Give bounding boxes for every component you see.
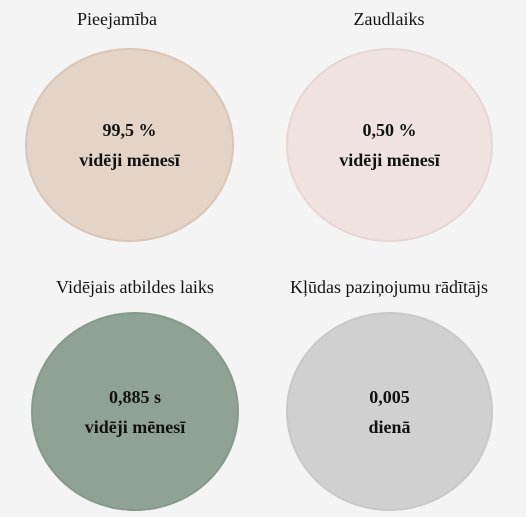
kpi-title-error-rate: Kļūdas paziņojumu rādītājs [290,277,488,297]
kpi-subtitle-error-rate: dienā [368,416,411,437]
kpi-circle-error-rate: 0,005 dienā [286,312,493,511]
kpi-value-availability: 99,5 % [102,120,157,140]
kpi-circle-downtime: 0,50 % vidēji mēnesī [286,48,493,242]
kpi-value-error-rate: 0,005 [369,386,410,407]
kpi-value-downtime: 0,50 % [362,120,417,140]
kpi-value-response-time: 0,885 s [108,386,161,407]
kpi-title-downtime: Zaudlaiks [353,9,425,29]
kpi-circle-response-time: 0,885 s vidēji mēnesī [31,312,239,511]
kpi-title-availability: Pieejamība [77,9,157,29]
kpi-subtitle-availability: vidēji mēnesī [79,150,180,170]
kpi-title-response-time: Vidējais atbildes laiks [56,277,214,297]
kpi-subtitle-downtime: vidēji mēnesī [339,150,440,170]
kpi-circle-availability: 99,5 % vidēji mēnesī [25,48,234,242]
kpi-subtitle-response-time: vidēji mēnesī [84,416,186,437]
